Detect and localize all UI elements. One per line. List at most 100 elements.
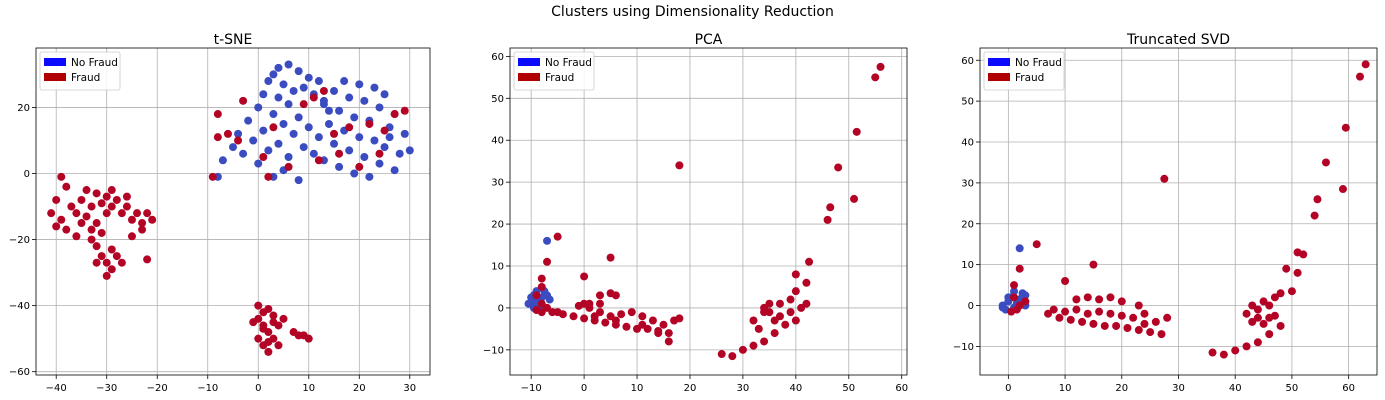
x-tick-label: −20	[147, 383, 168, 394]
scatter-point	[1095, 307, 1104, 316]
x-tick-label: 10	[302, 383, 315, 394]
scatter-point	[365, 119, 374, 128]
scatter-point	[1112, 321, 1121, 330]
scatter-point	[728, 352, 737, 361]
scatter-point	[580, 272, 589, 281]
scatter-point	[654, 329, 663, 338]
scatter-point	[537, 282, 546, 291]
x-tick-label: 0	[255, 383, 261, 394]
scatter-point	[664, 337, 673, 346]
scatter-point	[314, 133, 323, 142]
scatter-point	[289, 86, 298, 95]
scatter-point	[350, 169, 359, 178]
scatter-point	[1219, 350, 1228, 359]
scatter-point	[1083, 293, 1092, 302]
chart-title-truncated-svd: Truncated SVD	[1126, 32, 1230, 48]
scatter-point	[107, 245, 116, 254]
scatter-point	[1338, 185, 1347, 194]
scatter-point	[345, 146, 354, 155]
scatter-point	[791, 270, 800, 279]
scatter-point	[330, 86, 339, 95]
legend-swatch	[44, 73, 66, 81]
scatter-point	[213, 133, 222, 142]
scatter-point	[314, 77, 323, 86]
scatter-point	[107, 265, 116, 274]
scatter-point	[289, 129, 298, 138]
x-tick-label: 30	[737, 383, 750, 394]
scatter-point	[1049, 305, 1058, 314]
scatter-point	[269, 123, 278, 132]
scatter-point	[138, 219, 147, 228]
x-tick-label: 50	[1286, 383, 1299, 394]
scatter-point	[1004, 293, 1013, 302]
y-tick-label: 10	[491, 262, 504, 273]
scatter-point	[1276, 289, 1285, 298]
scatter-point	[97, 252, 106, 261]
scatter-point	[675, 314, 684, 323]
legend-pca: No Fraud Fraud	[513, 51, 595, 91]
scatter-point	[97, 228, 106, 237]
x-tick-label: −10	[521, 383, 542, 394]
scatter-point	[335, 162, 344, 171]
scatter-point	[1061, 276, 1070, 285]
axes-frame	[979, 47, 1378, 376]
scatter-point	[355, 133, 364, 142]
scatter-point	[92, 242, 101, 251]
scatter-point	[304, 73, 313, 82]
legend-swatch	[518, 73, 540, 81]
scatter-point	[765, 299, 774, 308]
scatter-point	[1151, 317, 1160, 326]
scatter-point	[1270, 311, 1279, 320]
grid-pca	[510, 48, 907, 375]
scatter-point	[254, 334, 263, 343]
scatter-point	[239, 96, 248, 105]
scatter-point	[122, 192, 131, 201]
scatter-point	[249, 136, 258, 145]
legend-label: Fraud	[1015, 72, 1044, 84]
scatter-point	[97, 199, 106, 208]
scatter-point	[786, 308, 795, 317]
scatter-point	[786, 295, 795, 304]
scatter-point	[269, 110, 278, 119]
y-tick-label: 20	[491, 220, 504, 231]
scatter-point	[375, 149, 384, 158]
scatter-point	[754, 324, 763, 333]
legend-t-sne: No Fraud Fraud	[39, 51, 121, 91]
scatter-point	[335, 106, 344, 115]
y-tick-label: 0	[498, 303, 504, 314]
legend-label: No Fraud	[71, 57, 118, 69]
scatter-point	[375, 159, 384, 168]
scatter-point	[62, 225, 71, 234]
scatter-point	[998, 303, 1007, 312]
scatter-point	[127, 215, 136, 224]
scatter-point	[1015, 244, 1024, 253]
scatter-point	[284, 153, 293, 161]
scatter-point	[805, 257, 814, 266]
scatter-point	[304, 123, 313, 132]
scatter-point	[537, 274, 546, 283]
scatter-point	[279, 314, 288, 323]
scatter-point	[1287, 287, 1296, 296]
scatter-point	[601, 318, 610, 327]
scatter-point	[274, 63, 283, 72]
scatter-point	[876, 62, 885, 71]
legend-label: Fraud	[71, 72, 100, 84]
scatter-point	[249, 318, 258, 327]
scatter-point	[87, 235, 96, 244]
scatter-point	[1089, 260, 1098, 269]
scatter-point	[148, 215, 157, 224]
scatter-point	[87, 225, 96, 234]
scatter-point	[532, 291, 541, 300]
grid-t-sne	[36, 48, 430, 375]
scatter-point	[532, 306, 541, 315]
scatter-point	[365, 172, 374, 181]
scatter-point	[87, 202, 96, 211]
scatter-point	[57, 172, 66, 181]
legend-label: No Fraud	[545, 57, 592, 69]
scatter-point	[1061, 307, 1070, 316]
axes-frame	[35, 47, 431, 376]
scatter-point	[1140, 309, 1149, 318]
scatter-point	[395, 149, 404, 158]
scatter-point	[826, 203, 835, 212]
panel-truncated-svd: Truncated SVD 0 10 20 30 40 50 60 −10 0 10 20 30 40 50…	[953, 32, 1378, 394]
